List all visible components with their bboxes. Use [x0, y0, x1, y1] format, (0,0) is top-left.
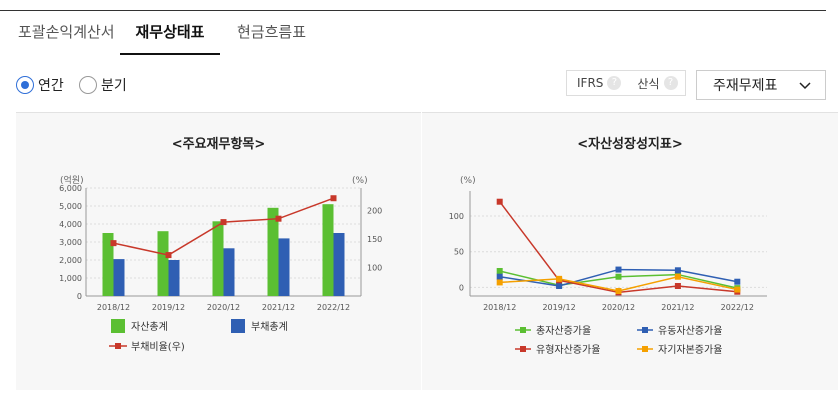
legend-label: 부채비율(우) — [131, 341, 185, 353]
current-assets-growth-point — [615, 266, 622, 273]
growth-panel: <자산성장성지표> (%) 0 50 100 2018/12 2019/12 2020/12… — [422, 112, 838, 390]
tab-cash-flow[interactable]: 현금흐름표 — [237, 23, 307, 41]
y-tick-label: 2,000 — [59, 256, 82, 265]
bar-total-liabilities — [333, 233, 345, 296]
legend-label: 총자산증가율 — [536, 325, 591, 337]
debt-ratio-point — [165, 252, 172, 259]
current-assets-growth-point — [674, 267, 681, 274]
tangible-assets-growth-point — [674, 283, 681, 289]
bar-total-assets — [267, 207, 279, 296]
bar-total-liabilities — [113, 259, 125, 296]
radio-unchecked-icon — [79, 76, 97, 94]
statement-type-select[interactable]: 주재무제표 — [696, 70, 826, 100]
y-axis-label: (%) — [460, 176, 476, 186]
radio-quarterly[interactable]: 분기 — [79, 75, 127, 95]
chevron-down-icon — [799, 82, 811, 90]
radio-quarterly-label: 분기 — [101, 78, 127, 94]
equity-growth-point — [496, 279, 503, 286]
help-icon[interactable]: ? — [607, 76, 622, 90]
bar-total-liabilities — [168, 260, 180, 296]
chart-title: <주요재무항목> — [171, 137, 266, 152]
tab-balance-sheet[interactable]: 재무상태표 — [120, 11, 220, 55]
x-tick-label: 2022/12 — [721, 303, 754, 312]
legend-swatch — [520, 346, 526, 352]
bar-total-assets — [322, 204, 334, 296]
current-assets-growth-point — [734, 278, 741, 285]
y-tick-label: 1,000 — [59, 274, 82, 283]
tangible-assets-growth-point — [496, 198, 503, 205]
statement-type-value: 주재무제표 — [713, 78, 778, 94]
main-items-panel: <주요재무항목> (억원) (%) 0 1,000 2,000 3,000 4,000 5,0… — [16, 112, 421, 390]
controls-bar: 연간 분기 IFRS ? 산식 ? 주재무제표 — [0, 66, 838, 100]
bar-total-assets — [157, 231, 169, 296]
legend-swatch — [115, 343, 121, 349]
radio-annual[interactable]: 연간 — [16, 75, 64, 95]
debt-ratio-point — [110, 240, 117, 247]
x-tick-label: 2019/12 — [542, 303, 575, 312]
total-assets-growth-point — [615, 273, 622, 280]
legend-swatch — [642, 346, 648, 352]
formula-label: 산식 — [637, 76, 660, 91]
tab-income-statement[interactable]: 포괄손익계산서 — [18, 23, 115, 41]
y-tick-label: 100 — [449, 212, 464, 221]
y-tick-label: 0 — [459, 283, 464, 292]
total-assets-growth-point — [496, 268, 503, 274]
bar-total-liabilities — [223, 248, 235, 296]
debt-ratio-point — [220, 219, 227, 226]
y-axis-label: (억원) — [60, 174, 84, 186]
legend-label: 부채총계 — [251, 321, 288, 333]
help-icon[interactable]: ? — [663, 76, 678, 90]
main-items-chart: (억원) (%) 0 1,000 2,000 3,000 4,000 5,000 6,000 10… — [59, 174, 382, 353]
y-tick-label: 50 — [454, 248, 464, 257]
radio-checked-icon — [16, 76, 34, 94]
x-tick-label: 2020/12 — [207, 303, 240, 312]
debt-ratio-point — [275, 215, 282, 222]
legend-swatch — [642, 327, 648, 333]
y2-tick-label: 100 — [367, 264, 382, 273]
x-tick-label: 2022/12 — [317, 303, 350, 312]
legend-swatch — [231, 319, 245, 333]
y-tick-label: 4,000 — [59, 220, 82, 229]
current-assets-growth-point — [496, 273, 503, 280]
debt-ratio-point — [330, 195, 337, 202]
bar-total-assets — [102, 233, 114, 296]
legend-label: 자기자본증가율 — [658, 344, 722, 356]
x-tick-label: 2019/12 — [152, 303, 185, 312]
legend-label: 유동자산증가율 — [658, 325, 722, 337]
ifrs-option[interactable]: IFRS ? — [567, 76, 622, 90]
y-tick-label: 6,000 — [59, 184, 82, 193]
x-tick-label: 2018/12 — [97, 303, 130, 312]
growth-chart: (%) 0 50 100 2018/12 2019/12 2020/12 2021/12 202… — [449, 176, 767, 356]
radio-annual-label: 연간 — [38, 78, 64, 94]
current-assets-growth-point — [556, 283, 563, 289]
y2-axis-label: (%) — [352, 176, 368, 186]
x-tick-label: 2018/12 — [483, 303, 516, 312]
legend-swatch — [520, 327, 526, 333]
formula-option[interactable]: 산식 ? — [627, 75, 678, 92]
legend-swatch — [111, 319, 125, 333]
option-box: IFRS ? 산식 ? — [566, 70, 686, 96]
y-tick-label: 5,000 — [59, 202, 82, 211]
bar-total-assets — [212, 221, 224, 296]
equity-growth-point — [556, 275, 563, 282]
y2-tick-label: 200 — [367, 207, 382, 216]
equity-growth-point — [734, 286, 741, 293]
y-tick-label: 3,000 — [59, 238, 82, 247]
x-tick-label: 2021/12 — [262, 303, 295, 312]
y-tick-label: 0 — [77, 292, 82, 301]
equity-growth-point — [674, 273, 681, 280]
statement-tabs: 포괄손익계산서 재무상태표 현금흐름표 — [0, 11, 838, 55]
bar-total-liabilities — [278, 238, 290, 296]
top-divider — [0, 10, 826, 11]
legend-label: 유형자산증가율 — [536, 344, 600, 356]
equity-growth-point — [615, 288, 622, 294]
chart-title: <자산성장성지표> — [577, 137, 683, 152]
legend-label: 자산총계 — [131, 321, 168, 333]
ifrs-label: IFRS — [577, 76, 604, 90]
y2-tick-label: 150 — [367, 235, 382, 244]
x-tick-label: 2020/12 — [602, 303, 635, 312]
x-tick-label: 2021/12 — [661, 303, 694, 312]
